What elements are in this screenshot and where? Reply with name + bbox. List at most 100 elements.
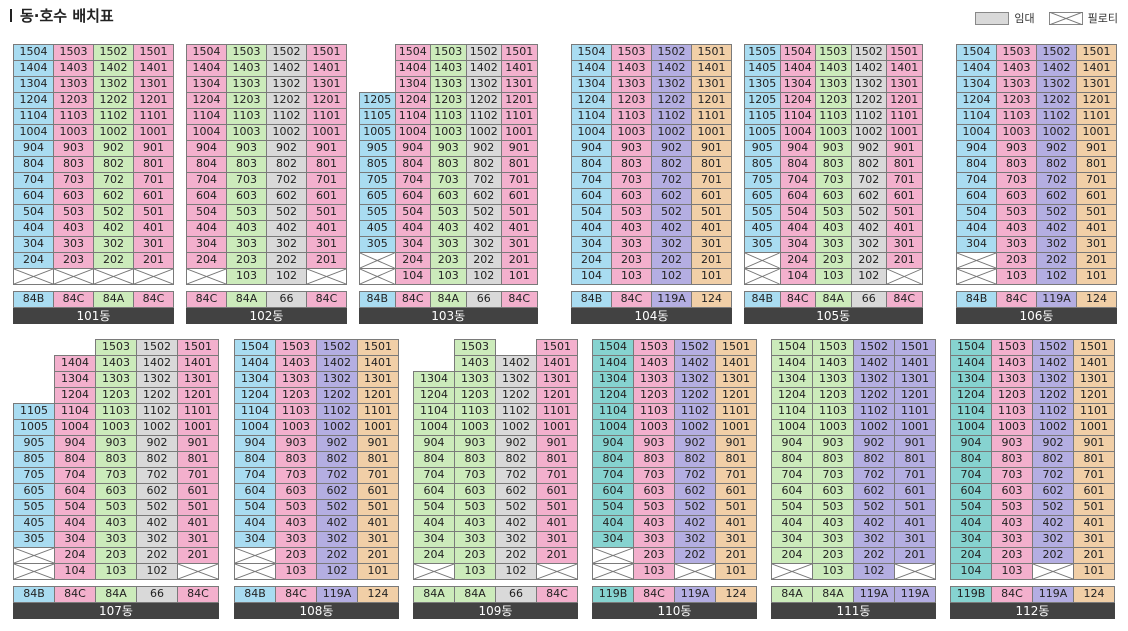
unit-cell: 904 bbox=[186, 140, 227, 157]
unit-cell: 1204 bbox=[13, 92, 54, 109]
unit-cell: 303 bbox=[53, 236, 94, 253]
unit-cell: 604 bbox=[571, 188, 612, 205]
unit-cell: 605 bbox=[359, 188, 396, 205]
unit-cell: 703 bbox=[991, 467, 1033, 484]
unit-cell: 901 bbox=[501, 140, 538, 157]
unit-cell: 1002 bbox=[853, 419, 895, 436]
unit-cell: 104 bbox=[54, 563, 96, 580]
unit-cell: 1301 bbox=[691, 76, 732, 93]
unit-cell: 1103 bbox=[53, 108, 94, 125]
unit-cell: 602 bbox=[495, 483, 537, 500]
unit-cell: 701 bbox=[357, 467, 399, 484]
unit-cell: 801 bbox=[133, 156, 174, 173]
unit-cell: 1101 bbox=[177, 403, 219, 420]
unit-type-cell: 84B bbox=[13, 586, 55, 603]
unit-cell: 1101 bbox=[357, 403, 399, 420]
unit-cell: 803 bbox=[95, 451, 137, 468]
unit-cell: 1203 bbox=[611, 92, 652, 109]
unit-cell: 804 bbox=[413, 451, 455, 468]
unit-cell: 1202 bbox=[674, 387, 716, 404]
unit-cell: 1004 bbox=[13, 124, 54, 141]
unit-cell: 1004 bbox=[571, 124, 612, 141]
unit-cell: 1302 bbox=[136, 371, 178, 388]
unit-cell: 301 bbox=[177, 531, 219, 548]
unit-cell: 1402 bbox=[465, 60, 502, 77]
unit-cell: 604 bbox=[13, 188, 54, 205]
unit-cell: 502 bbox=[850, 204, 887, 221]
unit-cell: 603 bbox=[53, 188, 94, 205]
unit-cell: 1103 bbox=[991, 403, 1033, 420]
unit-cell: 103 bbox=[95, 563, 137, 580]
unit-cell: 1202 bbox=[266, 92, 307, 109]
unit-cell: 602 bbox=[1032, 483, 1074, 500]
unit-cell: 403 bbox=[991, 515, 1033, 532]
unit-cell: 201 bbox=[886, 252, 923, 269]
unit-cell: 502 bbox=[853, 499, 895, 516]
unit-cell: 502 bbox=[495, 499, 537, 516]
unit-cell: 1402 bbox=[495, 355, 537, 372]
unit-cell: 501 bbox=[177, 499, 219, 516]
piloti-cell-icon bbox=[886, 268, 923, 285]
unit-cell: 304 bbox=[13, 236, 54, 253]
piloti-cell-icon bbox=[956, 268, 997, 285]
unit-cell: 502 bbox=[136, 499, 178, 516]
unit-cell: 1503 bbox=[95, 339, 137, 356]
unit-cell: 104 bbox=[571, 268, 612, 285]
unit-cell: 1001 bbox=[886, 124, 923, 141]
unit-cell: 1104 bbox=[950, 403, 992, 420]
unit-cell: 1004 bbox=[234, 419, 276, 436]
unit-cell: 1504 bbox=[234, 339, 276, 356]
unit-cell: 103 bbox=[991, 563, 1033, 580]
unit-cell: 601 bbox=[1076, 188, 1117, 205]
unit-cell: 405 bbox=[13, 515, 55, 532]
unit-cell: 901 bbox=[886, 140, 923, 157]
unit-cell: 903 bbox=[633, 435, 675, 452]
unit-cell: 602 bbox=[853, 483, 895, 500]
unit-cell: 901 bbox=[1073, 435, 1115, 452]
unit-cell: 1404 bbox=[771, 355, 813, 372]
unit-type-cell: 84C bbox=[779, 291, 816, 308]
unit-cell: 704 bbox=[186, 172, 227, 189]
unit-cell: 1501 bbox=[177, 339, 219, 356]
unit-cell: 401 bbox=[501, 220, 538, 237]
unit-cell: 1302 bbox=[850, 76, 887, 93]
building-label: 102동 bbox=[186, 308, 347, 324]
unit-cell: 302 bbox=[850, 236, 887, 253]
unit-cell: 401 bbox=[715, 515, 757, 532]
unit-type-cell: 84A bbox=[413, 586, 455, 603]
unit-cell: 801 bbox=[1076, 156, 1117, 173]
unit-cell: 605 bbox=[744, 188, 781, 205]
unit-cell: 202 bbox=[465, 252, 502, 269]
unit-cell: 303 bbox=[633, 531, 675, 548]
unit-cell: 1101 bbox=[501, 108, 538, 125]
unit-cell: 1104 bbox=[592, 403, 634, 420]
unit-type-cell: 66 bbox=[850, 291, 887, 308]
unit-cell: 1204 bbox=[394, 92, 431, 109]
unit-type-cell: 119A bbox=[894, 586, 936, 603]
unit-cell: 302 bbox=[853, 531, 895, 548]
unit-type-cell: 84C bbox=[275, 586, 317, 603]
unit-cell: 703 bbox=[633, 467, 675, 484]
unit-cell: 1503 bbox=[275, 339, 317, 356]
unit-cell: 1105 bbox=[744, 108, 781, 125]
unit-cell: 1102 bbox=[1036, 108, 1077, 125]
unit-cell: 703 bbox=[611, 172, 652, 189]
unit-cell: 902 bbox=[495, 435, 537, 452]
unit-cell: 802 bbox=[1032, 451, 1074, 468]
unit-cell: 302 bbox=[1036, 236, 1077, 253]
unit-cell: 301 bbox=[886, 236, 923, 253]
legend-piloti-label: 필로티 bbox=[1087, 12, 1118, 25]
unit-cell: 801 bbox=[886, 156, 923, 173]
unit-cell: 1303 bbox=[226, 76, 267, 93]
unit-cell: 1404 bbox=[186, 60, 227, 77]
building-label: 112동 bbox=[950, 603, 1115, 619]
unit-cell: 404 bbox=[779, 220, 816, 237]
unit-cell: 304 bbox=[956, 236, 997, 253]
unit-cell: 903 bbox=[815, 140, 852, 157]
unit-cell: 603 bbox=[95, 483, 137, 500]
piloti-cross-icon bbox=[414, 564, 454, 579]
unit-cell: 801 bbox=[1073, 451, 1115, 468]
unit-cell: 201 bbox=[501, 252, 538, 269]
unit-cell: 501 bbox=[306, 204, 347, 221]
unit-cell: 1203 bbox=[53, 92, 94, 109]
